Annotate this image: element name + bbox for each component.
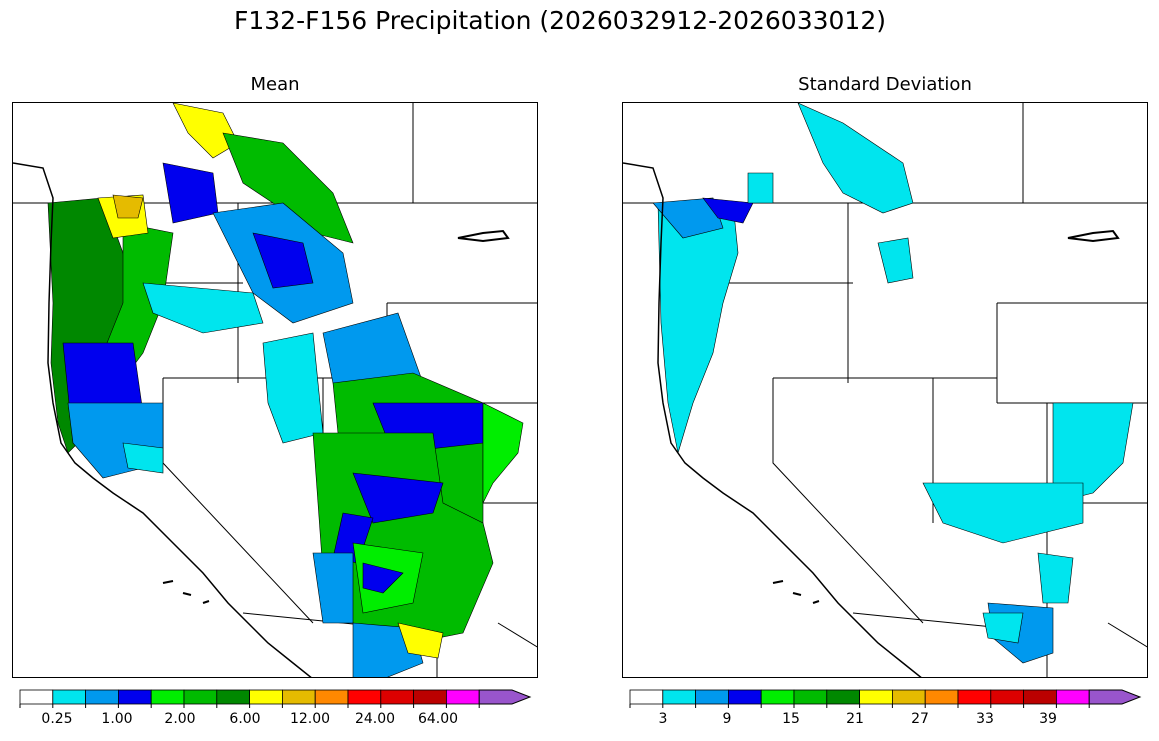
mean-colorbar-tick: 12.00 (289, 711, 331, 727)
stddev-colorbar-tick: 21 (846, 711, 864, 727)
channel-islands (772, 580, 820, 604)
colorbar-swatch (662, 689, 696, 705)
colorbar-swatch (760, 689, 795, 705)
colorbar-swatch (859, 689, 893, 705)
stddev-colorbar (629, 689, 1142, 708)
figure-title: F132-F156 Precipitation (2026032912-2026… (233, 6, 886, 35)
stddev-colorbar-graphic (629, 689, 1142, 708)
mean-colorbar-tick: 0.25 (41, 711, 73, 727)
mean-map-graphic (13, 103, 537, 677)
stddev-colorbar-tick: 9 (722, 711, 732, 727)
colorbar-swatch (413, 689, 447, 705)
mean-colorbar-graphic (19, 689, 532, 708)
mean-colorbar-tick: 2.00 (164, 711, 196, 727)
colorbar-swatch (52, 689, 86, 705)
basin-regions (652, 103, 1134, 664)
colorbar-swatch (1023, 689, 1057, 705)
colorbar-swatch (118, 689, 152, 705)
stddev-map (622, 102, 1148, 678)
stddev-colorbar-tick: 33 (976, 711, 994, 727)
colorbar-swatch (990, 689, 1024, 705)
stddev-panel-title: Standard Deviation (798, 74, 972, 95)
colorbar-swatch (85, 689, 119, 705)
stddev-colorbar-labels: 3 9 15 21 27 33 39 (630, 711, 1140, 731)
colorbar-swatch (183, 689, 218, 705)
lake-superior (1067, 229, 1120, 243)
colorbar-swatch (695, 689, 729, 705)
colorbar-swatch (793, 689, 828, 705)
mean-colorbar-tick: 1.00 (101, 711, 133, 727)
colorbar-swatch (281, 689, 316, 705)
colorbar-swatch (826, 689, 861, 705)
colorbar-swatch (445, 689, 480, 705)
mean-map (12, 102, 538, 678)
stddev-colorbar-tick: 3 (658, 711, 668, 727)
stddev-map-graphic (623, 103, 1147, 677)
colorbar-extend-arrow (478, 689, 532, 705)
mean-colorbar-labels: 0.25 1.00 2.00 6.00 12.00 24.00 64.00 (20, 711, 530, 731)
colorbar-swatch (728, 689, 762, 705)
basin-regions (47, 103, 524, 677)
mean-colorbar-tick: 64.00 (417, 711, 459, 727)
coastline (623, 162, 922, 677)
colorbar-swatch (249, 689, 283, 705)
colorbar-swatch (216, 689, 251, 705)
stddev-colorbar-tick: 39 (1039, 711, 1057, 727)
colorbar-swatch (347, 689, 382, 705)
colorbar-swatch (1055, 689, 1090, 705)
mean-colorbar-tick: 24.00 (354, 711, 396, 727)
channel-islands (162, 580, 210, 604)
colorbar-swatch (629, 689, 664, 705)
coastline (13, 162, 312, 677)
mean-panel-title: Mean (250, 74, 300, 95)
mean-colorbar (19, 689, 532, 708)
colorbar-swatch (924, 689, 959, 705)
lake-superior (457, 229, 510, 243)
mean-colorbar-tick: 6.00 (229, 711, 261, 727)
colorbar-swatch (891, 689, 926, 705)
colorbar-swatch (150, 689, 185, 705)
colorbar-swatch (19, 689, 54, 705)
stddev-colorbar-tick: 27 (911, 711, 929, 727)
colorbar-swatch (380, 689, 414, 705)
colorbar-extend-arrow (1088, 689, 1142, 705)
colorbar-swatch (314, 689, 349, 705)
colorbar-swatch (957, 689, 992, 705)
stddev-colorbar-tick: 15 (782, 711, 800, 727)
